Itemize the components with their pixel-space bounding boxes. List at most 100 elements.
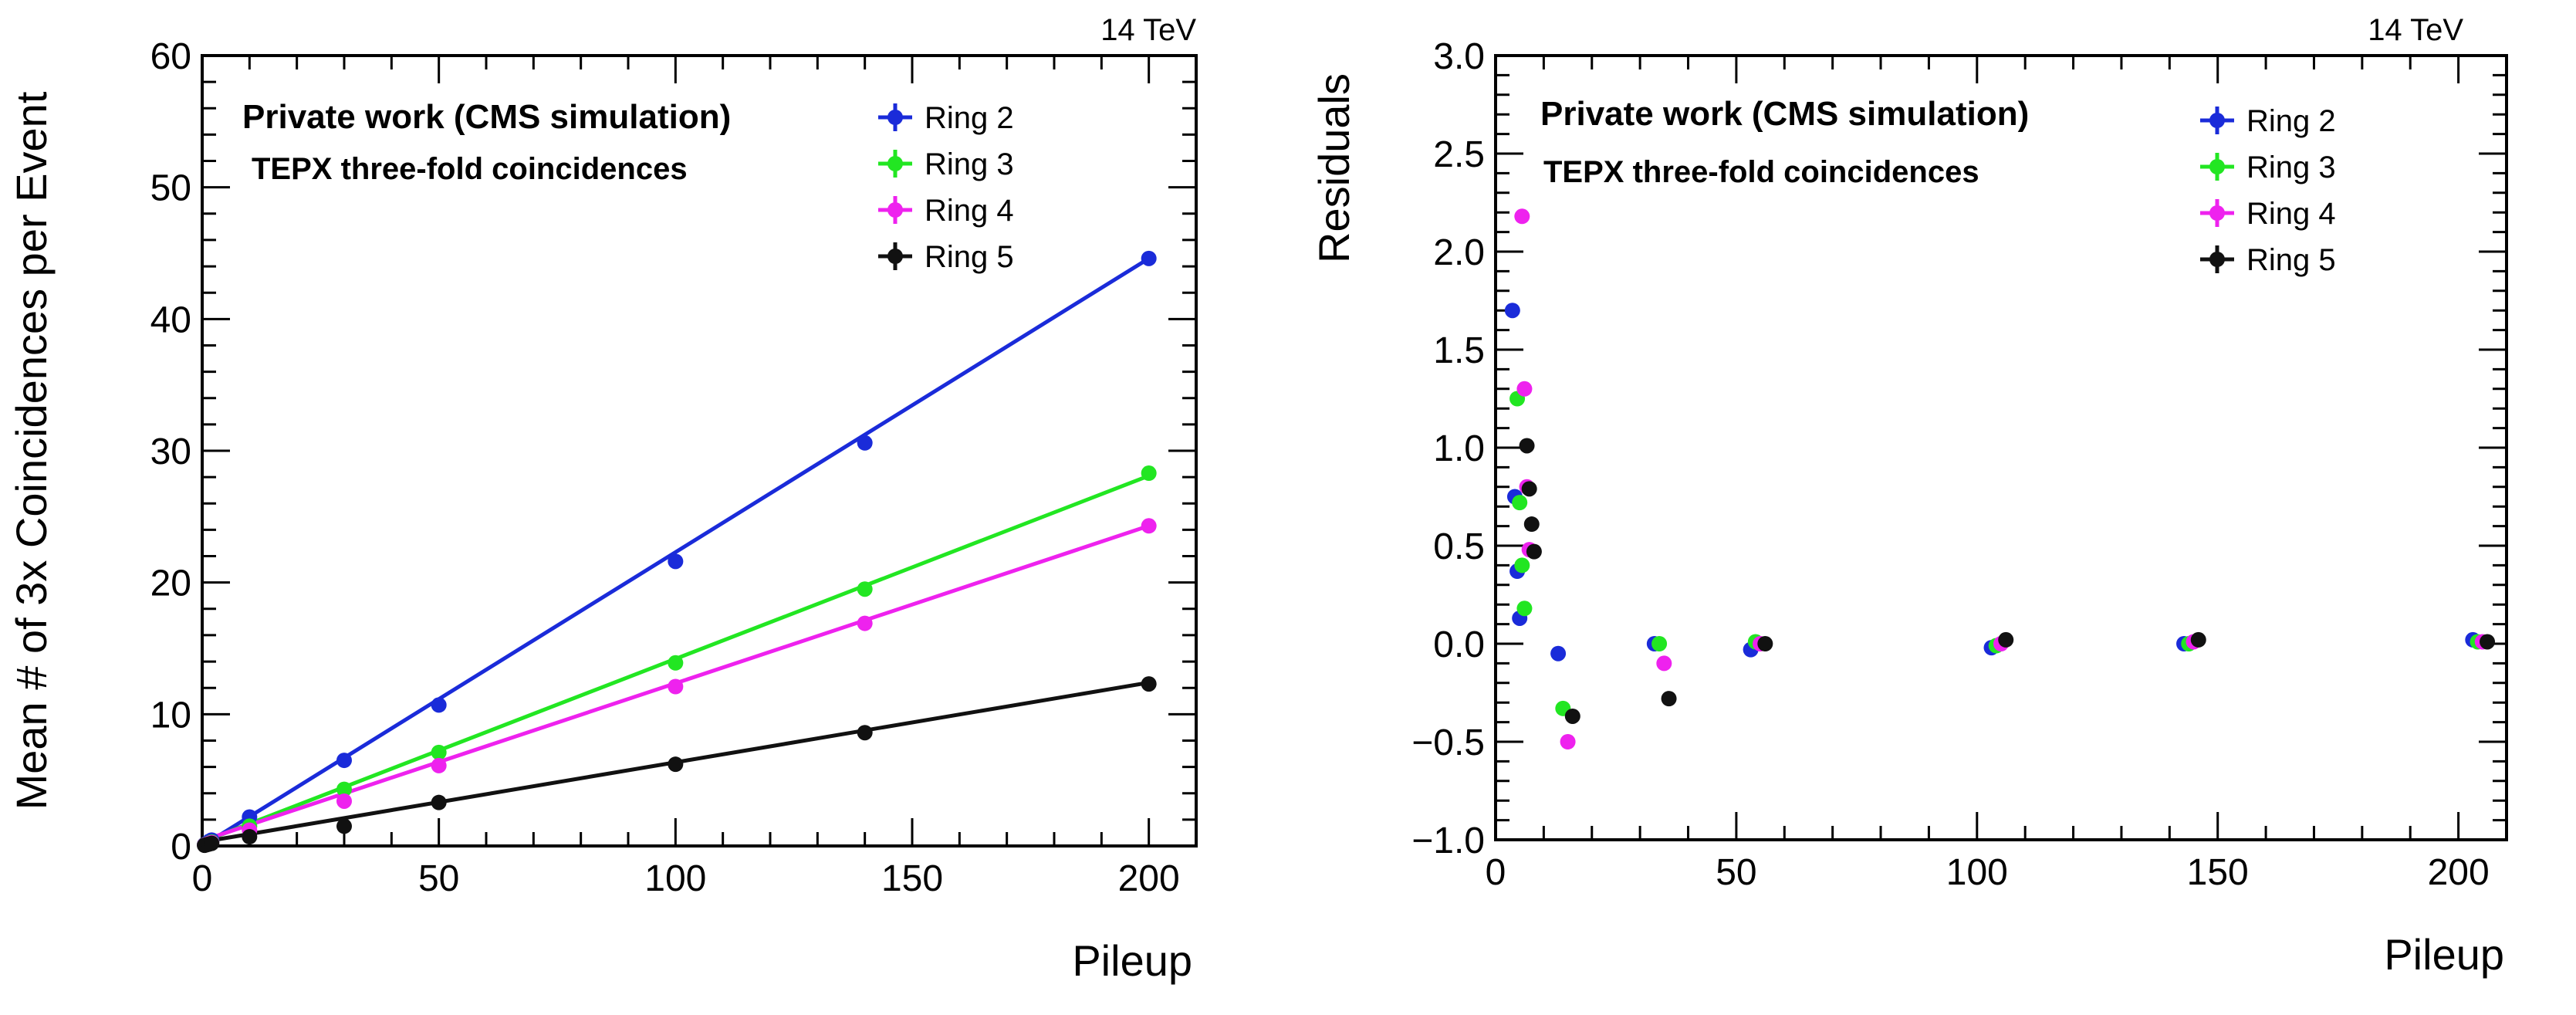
y-tick-label: 0.5 [1433, 526, 1485, 567]
y-tick-label: 30 [150, 431, 191, 472]
legend-entry: Ring 3 [878, 147, 1014, 181]
data-point [1661, 691, 1677, 707]
data-point [1141, 518, 1157, 534]
data-point [204, 835, 220, 851]
legend-entry: Ring 4 [2200, 197, 2336, 231]
fit-line-ring-2 [201, 256, 1150, 848]
legend-label: Ring 4 [2246, 197, 2336, 231]
data-point [431, 794, 447, 810]
legend-label: Ring 3 [925, 147, 1014, 181]
data-point [857, 725, 873, 741]
y-tick-label: 60 [150, 36, 191, 77]
y-tick-label: 3.0 [1433, 36, 1485, 77]
legend-label: Ring 3 [2246, 151, 2336, 184]
y-tick-label: 1.5 [1433, 330, 1485, 371]
data-point [431, 697, 447, 713]
x-tick-label: 200 [2428, 852, 2490, 893]
legend-label: Ring 2 [925, 101, 1014, 135]
series-ring-5 [197, 676, 1157, 854]
data-point [1564, 708, 1580, 724]
y-axis-title: Mean # of 3x Coincidences per Event [7, 91, 56, 810]
data-point [1514, 208, 1530, 225]
data-point [668, 756, 684, 773]
data-point [1141, 676, 1157, 692]
data-point [1519, 438, 1535, 454]
y-tick-label: 20 [150, 563, 191, 604]
data-point [336, 793, 352, 809]
legend-marker [2209, 113, 2225, 128]
data-point [1514, 557, 1530, 573]
data-point [1757, 636, 1773, 651]
legend-marker [887, 249, 903, 264]
left-panel: 0 50 100 150 200 0 10 20 30 40 50 60 Pileup Mean # of… [7, 13, 1198, 985]
legend-marker [2209, 252, 2225, 267]
legend-entry: Ring 5 [2200, 243, 2336, 277]
data-point [1521, 481, 1537, 497]
energy-label: 14 TeV [1100, 13, 1196, 47]
tepx-label: TEPX three-fold coincidences [252, 152, 688, 186]
legend-marker [887, 156, 903, 171]
legend-entry: Ring 5 [878, 240, 1014, 274]
x-tick-label: 50 [418, 858, 459, 899]
data-point [431, 744, 447, 760]
legend-marker [2209, 205, 2225, 221]
data-point [2190, 631, 2206, 648]
x-tick-label: 0 [1486, 852, 1506, 893]
y-tick-label: 0 [171, 827, 191, 868]
legend-label: Ring 5 [2246, 243, 2336, 277]
data-point [1560, 734, 1576, 749]
private-work-label: Private work (CMS simulation) [1540, 95, 2029, 133]
x-tick-label: 200 [1118, 858, 1180, 899]
y-axis-title: Residuals [1310, 73, 1358, 263]
data-point [431, 757, 447, 773]
y-tick-label: 40 [150, 299, 191, 340]
x-tick-label: 50 [1716, 852, 1756, 893]
legend-label: Ring 2 [2246, 104, 2336, 138]
legend-marker [2209, 159, 2225, 174]
y-tick-label: 2.5 [1433, 134, 1485, 175]
data-point [2480, 634, 2496, 650]
private-work-label: Private work (CMS simulation) [242, 98, 731, 136]
data-point [1516, 601, 1533, 617]
data-point [336, 781, 352, 797]
data-point [1504, 303, 1520, 319]
data-point [336, 818, 352, 834]
data-point [1141, 465, 1157, 482]
legend-entry: Ring 4 [878, 194, 1014, 228]
legend-entry: Ring 3 [2200, 151, 2336, 184]
y-tick-label: 0.0 [1433, 624, 1485, 665]
x-tick-label: 100 [644, 858, 706, 899]
x-axis-title: Pileup [2384, 930, 2504, 979]
right-panel: 0 50 100 150 200 −1.0 −0.5 0.0 0.5 1.0 1.5 2.0 2.5 3.… [1310, 13, 2508, 979]
data-point [336, 753, 352, 769]
x-tick-label: 0 [192, 858, 213, 899]
data-point [1512, 495, 1528, 511]
energy-label: 14 TeV [2368, 13, 2463, 47]
y-tick-label: −0.5 [1411, 722, 1485, 763]
legend-entry: Ring 2 [878, 101, 1014, 135]
data-point [857, 615, 873, 631]
legend-label: Ring 4 [925, 194, 1014, 228]
x-tick-label: 150 [881, 858, 943, 899]
y-tick-label: 50 [150, 168, 191, 209]
legend-marker [887, 202, 903, 218]
data-point [857, 581, 873, 597]
data-point [242, 829, 258, 845]
tepx-label: TEPX three-fold coincidences [1543, 155, 1979, 189]
data-point [1516, 381, 1533, 397]
y-tick-label: 1.0 [1433, 428, 1485, 469]
data-point [1526, 543, 1542, 560]
data-point [1523, 516, 1540, 533]
y-tick-label: 2.0 [1433, 232, 1485, 273]
data-point [668, 678, 684, 695]
series-ring-5 [1519, 438, 2496, 724]
legend-marker [887, 110, 903, 125]
y-tick-label: −1.0 [1411, 820, 1485, 861]
legend-label: Ring 5 [925, 240, 1014, 274]
data-point [857, 435, 873, 451]
legend-entry: Ring 2 [2200, 104, 2336, 138]
data-point [1550, 645, 1567, 661]
data-point [1656, 655, 1672, 672]
x-tick-label: 100 [1946, 852, 2008, 893]
